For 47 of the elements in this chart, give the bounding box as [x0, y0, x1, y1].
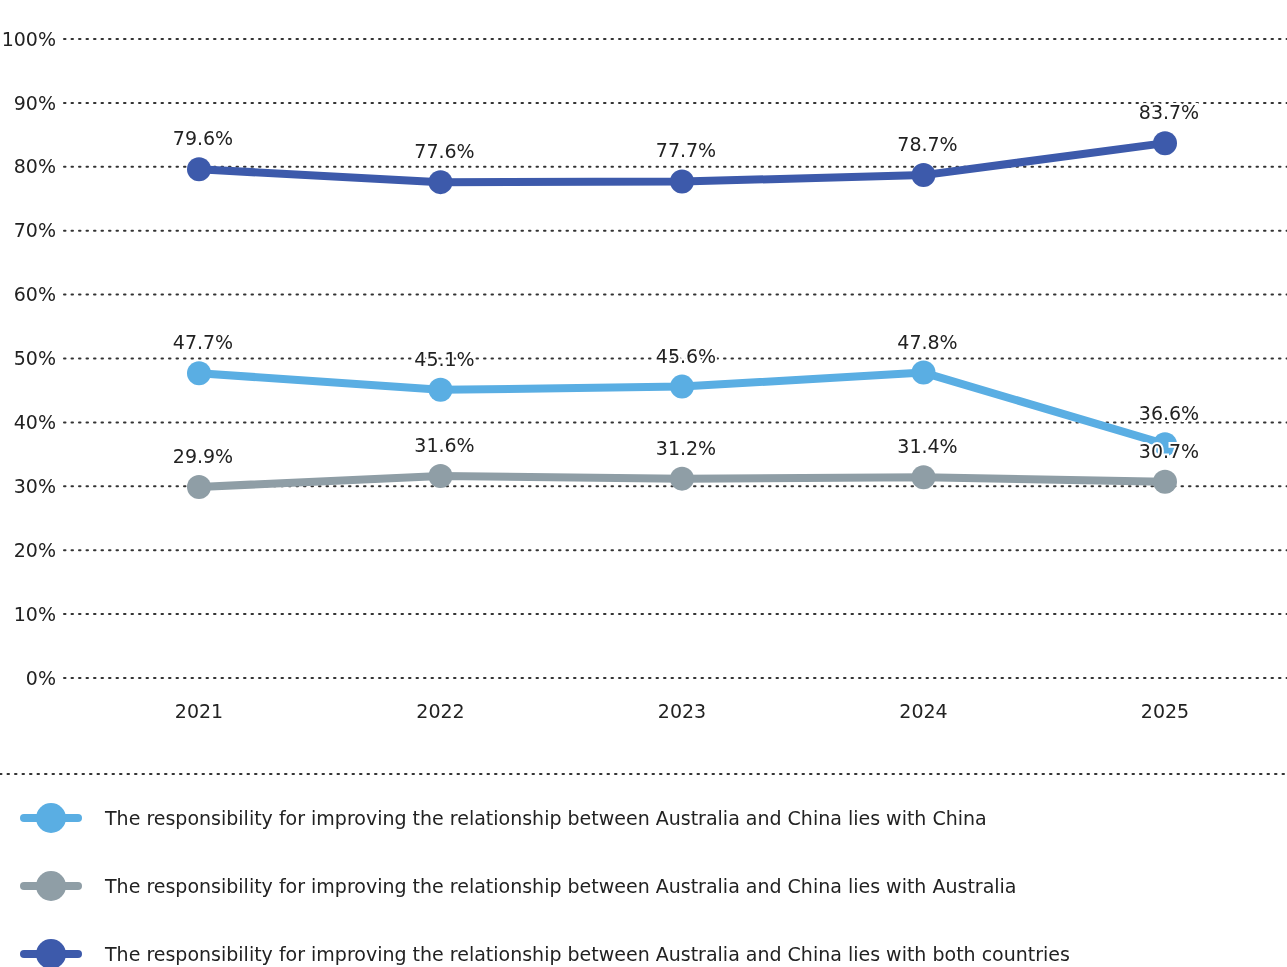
point — [428, 464, 453, 489]
data-label: 29.9% — [172, 444, 234, 467]
x-tick-label: 2022 — [416, 700, 465, 722]
y-tick-label: 50% — [13, 347, 56, 370]
x-tick-label: 2024 — [899, 700, 948, 722]
data-label: 47.7% — [172, 331, 234, 354]
y-tick-label: 10% — [13, 602, 56, 625]
point — [911, 465, 936, 490]
point — [670, 169, 694, 194]
point — [670, 466, 694, 491]
point — [911, 163, 936, 188]
point — [670, 374, 694, 399]
x-tick-label: 2025 — [1140, 700, 1190, 722]
data-label: 31.4% — [897, 435, 958, 458]
point — [187, 157, 211, 182]
data-label: 78.7% — [897, 133, 958, 156]
point — [428, 170, 453, 195]
data-label: 45.6% — [655, 344, 717, 367]
data-label: 77.7% — [655, 139, 717, 162]
point — [1153, 131, 1177, 156]
data-label: 77.6% — [414, 140, 475, 163]
y-tick-label: 40% — [13, 411, 56, 434]
y-tick-label: 80% — [13, 155, 56, 178]
data-label: 31.2% — [655, 436, 717, 459]
legend-label: The responsibility for improving the relationship between Australia and China lies with China — [104, 807, 987, 829]
data-label: 45.1% — [414, 347, 475, 370]
y-tick-label: 60% — [13, 283, 56, 306]
y-tick-label: 90% — [13, 91, 56, 114]
data-label: 83.7% — [1138, 101, 1200, 124]
y-tick-label: 100% — [1, 27, 56, 50]
data-label: 31.6% — [414, 434, 475, 457]
x-tick-label: 2023 — [657, 700, 707, 722]
y-tick-label: 70% — [13, 219, 56, 242]
x-tick-label: 2021 — [174, 700, 224, 722]
point — [1153, 469, 1177, 494]
point — [428, 377, 453, 402]
y-tick-label: 30% — [13, 474, 56, 497]
point — [187, 361, 211, 386]
y-tick-label: 20% — [13, 538, 56, 561]
data-label: 36.6% — [1138, 402, 1200, 425]
point — [911, 360, 936, 385]
data-label: 79.6% — [172, 127, 234, 150]
y-tick-label: 0% — [25, 666, 56, 689]
legend-label: The responsibility for improving the relationship between Australia and China lies with Australia — [104, 875, 1017, 897]
point — [187, 474, 211, 499]
data-label: 47.8% — [897, 330, 958, 353]
legend-label: The responsibility for improving the relationship between Australia and China lies with both countries — [104, 943, 1070, 965]
